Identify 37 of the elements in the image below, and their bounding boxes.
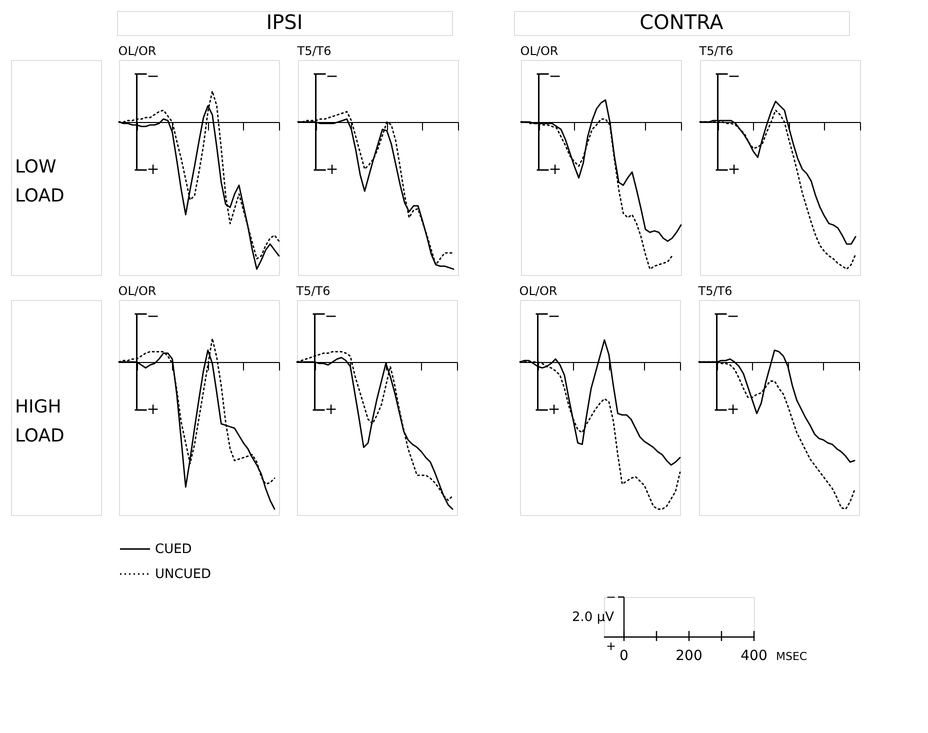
annotation: + [324,400,338,418]
chart-title: OL/OR [118,44,156,58]
chart-title: T5/T6 [295,284,330,298]
text: 0 [620,648,628,664]
annotation: + [548,160,562,178]
text: − [324,307,338,325]
chart-title: T5/T6 [698,44,734,58]
text: + [606,639,616,653]
legend-label: UNCUED [155,567,212,582]
chart-title: OL/OR [118,284,156,298]
text: LOW LOAD [15,156,64,206]
annotation: + [146,400,160,418]
chart-title: OL/OR [520,44,558,58]
chart-title: T5/T6 [697,284,732,298]
text: − [548,67,562,85]
text: − [606,590,616,604]
text: IPSI [266,10,303,34]
text: 200 [676,648,702,664]
text: − [728,67,740,85]
text: − [326,67,338,85]
text: HIGH LOAD [15,396,64,446]
chart-title: T5/T6 [296,44,332,58]
text: CONTRA [640,10,724,34]
text: − [726,307,740,325]
text: 400 [740,648,768,664]
text: 2.0 µV [572,610,614,625]
annotation: + [326,160,338,178]
chart-title: OL/OR [519,284,558,298]
annotation: + [146,160,160,178]
text: − [146,67,160,85]
text: − [548,307,560,325]
annotation: + [726,400,740,418]
annotation: + [548,400,560,418]
text: − [146,307,160,325]
text: MSEC [776,650,808,663]
legend-label: CUED [155,542,192,557]
annotation: + [728,160,740,178]
